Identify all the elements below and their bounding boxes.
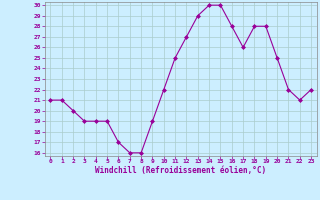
- X-axis label: Windchill (Refroidissement éolien,°C): Windchill (Refroidissement éolien,°C): [95, 166, 266, 175]
